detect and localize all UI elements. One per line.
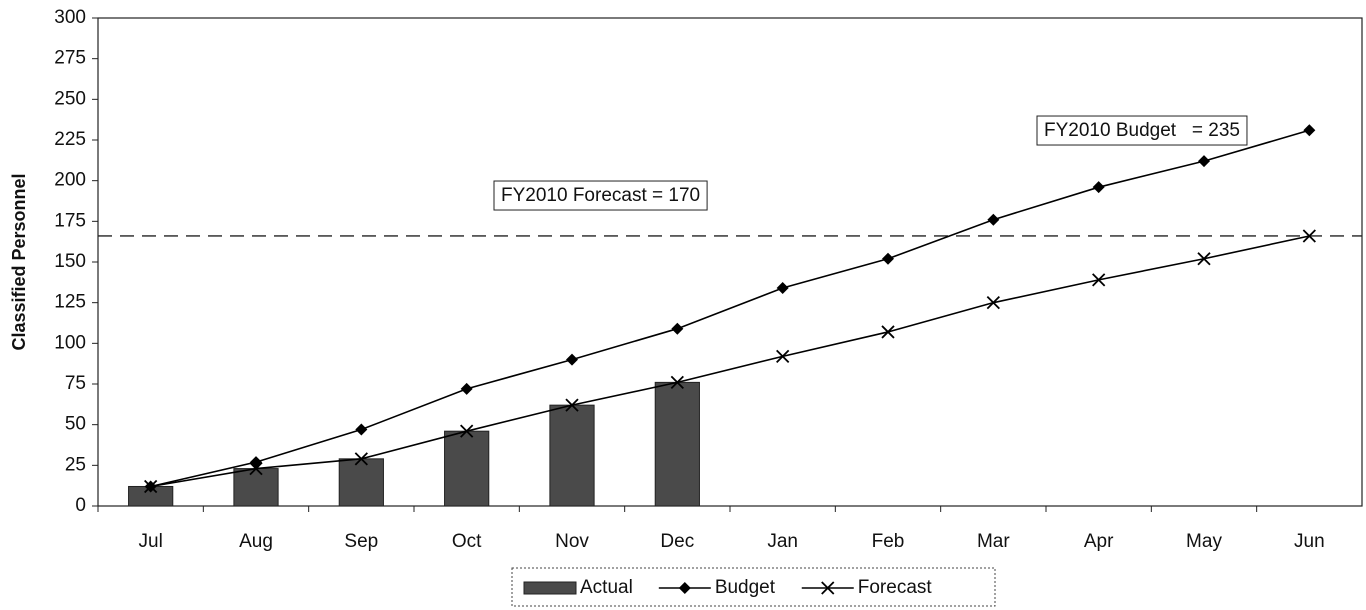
legend-swatch xyxy=(523,581,577,595)
marker xyxy=(565,398,579,412)
y-tick-label: 75 xyxy=(65,373,86,394)
x-tick-label: Nov xyxy=(555,531,589,552)
y-tick-label: 200 xyxy=(54,170,86,191)
marker xyxy=(1197,252,1211,266)
y-tick-label: 100 xyxy=(54,332,86,353)
line xyxy=(150,129,1310,488)
x-tick-label: Aug xyxy=(239,531,273,552)
marker xyxy=(460,424,474,438)
marker xyxy=(249,461,263,476)
marker xyxy=(144,479,158,494)
annotation: FY2010 Forecast = 170 xyxy=(501,185,700,206)
plot-area xyxy=(97,17,1363,507)
bar xyxy=(233,468,279,507)
annotation-box xyxy=(1036,115,1248,146)
line xyxy=(150,235,1310,488)
y-tick-label: 175 xyxy=(54,210,86,231)
x-tick-label: Jun xyxy=(1294,531,1325,552)
y-tick-label: 50 xyxy=(65,414,86,435)
annotation-box xyxy=(493,180,708,211)
marker xyxy=(354,452,368,466)
y-tick-label: 225 xyxy=(54,129,86,150)
marker xyxy=(881,325,895,339)
legend: Actual Budget Forecast xyxy=(511,567,996,607)
legend-label: Budget xyxy=(715,577,776,598)
x-tick-label: Jan xyxy=(767,531,798,552)
marker xyxy=(821,581,835,595)
y-tick-label: 250 xyxy=(54,88,86,109)
marker xyxy=(986,296,1000,310)
legend-label: Forecast xyxy=(858,577,933,598)
x-tick-label: May xyxy=(1186,531,1222,552)
marker xyxy=(1092,181,1105,194)
x-tick-label: Jul xyxy=(139,531,163,552)
y-tick-label: 25 xyxy=(65,454,86,475)
bar xyxy=(338,458,384,507)
y-axis-title: Classified Personnel xyxy=(9,173,29,350)
x-tick-label: Sep xyxy=(344,531,378,552)
y-tick-label: 0 xyxy=(75,495,86,516)
bar xyxy=(654,381,700,507)
y-tick-label: 150 xyxy=(54,251,86,272)
bar xyxy=(444,430,490,507)
x-tick-label: Apr xyxy=(1084,531,1114,552)
marker xyxy=(1302,229,1316,243)
marker xyxy=(566,353,578,366)
y-tick-label: 300 xyxy=(54,7,86,28)
marker xyxy=(987,213,1000,226)
marker xyxy=(460,382,473,395)
marker xyxy=(882,252,894,265)
x-tick-label: Dec xyxy=(660,531,694,552)
x-tick-label: Feb xyxy=(872,531,905,552)
annotation: FY2010 Budget = 235 xyxy=(1044,120,1240,141)
y-tick-label: 275 xyxy=(54,48,86,69)
marker xyxy=(355,423,368,436)
marker xyxy=(1092,273,1106,287)
marker xyxy=(1198,155,1210,168)
legend-label: Actual xyxy=(580,577,633,598)
marker xyxy=(671,322,684,335)
marker xyxy=(776,349,790,363)
marker xyxy=(250,456,262,469)
bar xyxy=(549,404,595,507)
x-tick-label: Oct xyxy=(452,531,482,552)
marker xyxy=(1303,124,1316,137)
marker xyxy=(776,282,789,295)
marker xyxy=(678,582,691,594)
x-tick-label: Mar xyxy=(977,531,1010,552)
marker xyxy=(670,375,684,390)
legend-box xyxy=(511,567,996,607)
y-tick-label: 125 xyxy=(54,292,86,313)
